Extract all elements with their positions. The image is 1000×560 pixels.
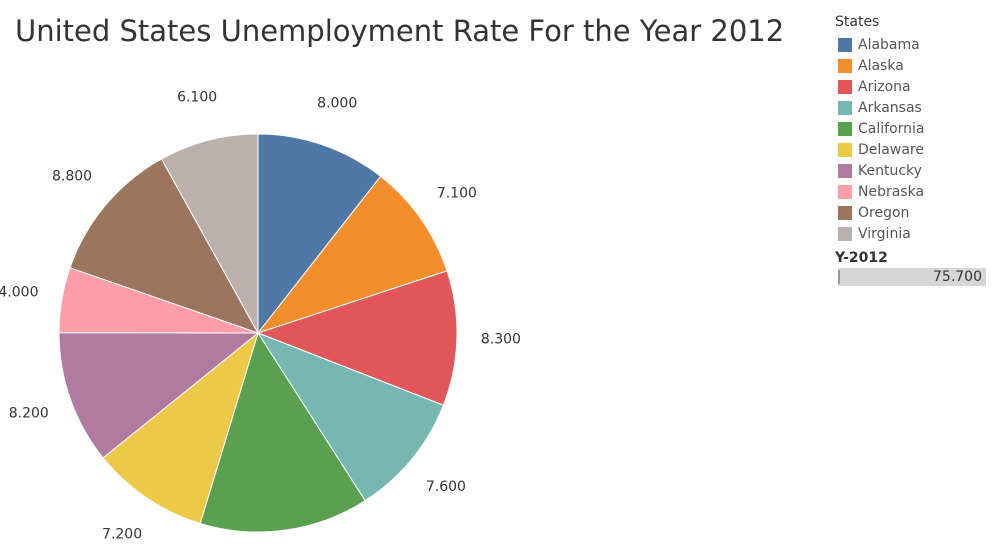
data-label-kentucky: 8.200 <box>9 406 49 422</box>
legend-label: Kentucky <box>858 162 922 179</box>
filter-range-value: 75.700 <box>933 269 982 285</box>
legend-swatch <box>838 184 852 199</box>
pie-slice-oregon[interactable] <box>69 158 260 334</box>
legend-item-oregon[interactable]: Oregon <box>835 202 995 223</box>
filter-range-handle[interactable] <box>838 270 840 284</box>
legend-label: Alaska <box>858 57 904 74</box>
legend-label: Alabama <box>858 36 920 53</box>
pie-slice-alaska[interactable] <box>256 175 448 334</box>
legend-swatch <box>838 100 852 115</box>
data-label-arizona: 8.300 <box>481 332 521 348</box>
legend-label: California <box>858 120 925 137</box>
pie-data-labels: 8.0007.1008.3007.60010.4007.2008.2004.00… <box>0 90 521 543</box>
pie-slice-arizona[interactable] <box>256 270 458 406</box>
data-label-delaware: 7.200 <box>102 526 142 542</box>
legend-item-virginia[interactable]: Virginia <box>835 223 995 244</box>
legend-swatch <box>838 58 852 73</box>
data-label-nebraska: 4.000 <box>0 284 38 300</box>
legend-swatch <box>838 79 852 94</box>
data-label-alaska: 7.100 <box>437 185 477 201</box>
legend-label: Delaware <box>858 141 924 158</box>
legend: States Alabama Alaska Arizona Arkansas Calif… <box>835 14 995 286</box>
pie-slice-alabama[interactable] <box>257 133 382 335</box>
data-label-oregon: 8.800 <box>52 169 92 185</box>
legend-swatch <box>838 121 852 136</box>
legend-label: Nebraska <box>858 183 925 200</box>
legend-swatch <box>838 226 852 241</box>
legend-label: Virginia <box>858 225 911 242</box>
data-label-virginia: 6.100 <box>177 90 217 106</box>
legend-label: Arizona <box>858 78 911 95</box>
legend-item-arizona[interactable]: Arizona <box>835 76 995 97</box>
pie-slice-california[interactable] <box>199 331 366 533</box>
legend-swatch <box>838 142 852 157</box>
legend-items: Alabama Alaska Arizona Arkansas California De… <box>835 34 995 244</box>
filter-range-bar[interactable]: 75.700 <box>838 268 986 286</box>
pie-slice-kentucky[interactable] <box>58 332 260 459</box>
chart-title: United States Unemployment Rate For the … <box>15 14 785 48</box>
data-label-arkansas: 7.600 <box>426 479 466 495</box>
legend-item-alabama[interactable]: Alabama <box>835 34 995 55</box>
data-label-alabama: 8.000 <box>317 95 357 111</box>
legend-title: States <box>835 14 880 30</box>
legend-swatch <box>838 205 852 220</box>
legend-item-california[interactable]: California <box>835 118 995 139</box>
legend-swatch <box>838 163 852 178</box>
legend-item-arkansas[interactable]: Arkansas <box>835 97 995 118</box>
legend-item-delaware[interactable]: Delaware <box>835 139 995 160</box>
legend-item-kentucky[interactable]: Kentucky <box>835 160 995 181</box>
pie-slice-delaware[interactable] <box>102 331 259 525</box>
legend-label: Arkansas <box>858 99 922 116</box>
pie-slices <box>58 133 458 533</box>
pie-slice-virginia[interactable] <box>160 133 259 335</box>
legend-label: Oregon <box>858 204 910 221</box>
legend-item-nebraska[interactable]: Nebraska <box>835 181 995 202</box>
legend-swatch <box>838 37 852 52</box>
legend-item-alaska[interactable]: Alaska <box>835 55 995 76</box>
filter-title: Y-2012 <box>835 250 888 266</box>
pie-slice-arkansas[interactable] <box>256 331 445 502</box>
